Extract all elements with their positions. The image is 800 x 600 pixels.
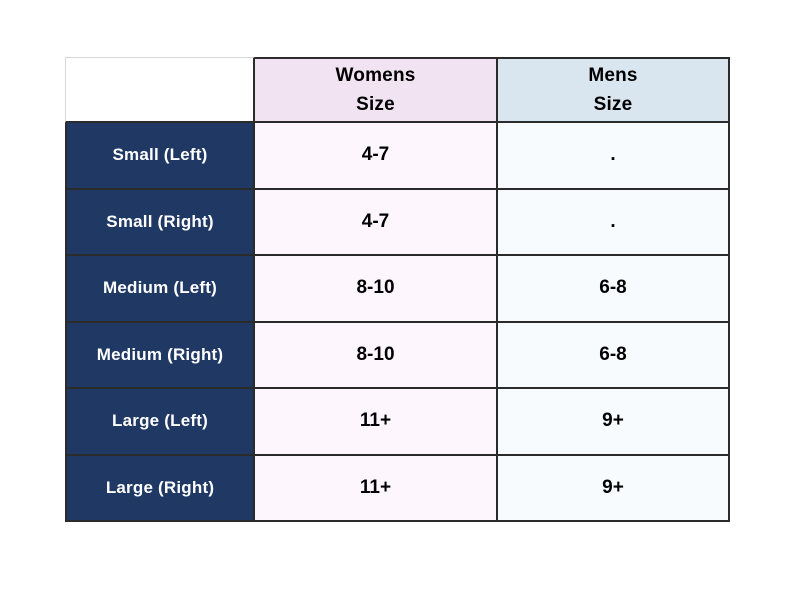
womens-header-line1: Womens bbox=[335, 65, 416, 86]
mens-value-small-right: . bbox=[498, 189, 730, 256]
womens-size-header: Womens Size bbox=[255, 57, 498, 123]
womens-header-line2: Size bbox=[356, 94, 395, 115]
row-label-large-right: Large (Right) bbox=[65, 455, 255, 522]
womens-value-small-left: 4-7 bbox=[255, 123, 498, 190]
row-label-medium-left: Medium (Left) bbox=[65, 256, 255, 323]
row-label-small-right: Small (Right) bbox=[65, 189, 255, 256]
row-label-large-left: Large (Left) bbox=[65, 389, 255, 456]
mens-value-medium-left: 6-8 bbox=[498, 256, 730, 323]
corner-empty-cell bbox=[65, 57, 255, 123]
mens-size-header: Mens Size bbox=[498, 57, 730, 123]
mens-value-small-left: . bbox=[498, 123, 730, 190]
womens-value-medium-left: 8-10 bbox=[255, 256, 498, 323]
womens-value-small-right: 4-7 bbox=[255, 189, 498, 256]
row-label-medium-right: Medium (Right) bbox=[65, 322, 255, 389]
size-chart-table: Womens Size Mens Size Small (Left) 4-7 .… bbox=[65, 57, 730, 522]
womens-value-large-right: 11+ bbox=[255, 455, 498, 522]
womens-value-medium-right: 8-10 bbox=[255, 322, 498, 389]
row-label-small-left: Small (Left) bbox=[65, 123, 255, 190]
womens-value-large-left: 11+ bbox=[255, 389, 498, 456]
mens-value-large-right: 9+ bbox=[498, 455, 730, 522]
mens-header-line1: Mens bbox=[588, 65, 638, 86]
mens-value-large-left: 9+ bbox=[498, 389, 730, 456]
mens-header-line2: Size bbox=[593, 94, 633, 115]
mens-value-medium-right: 6-8 bbox=[498, 322, 730, 389]
